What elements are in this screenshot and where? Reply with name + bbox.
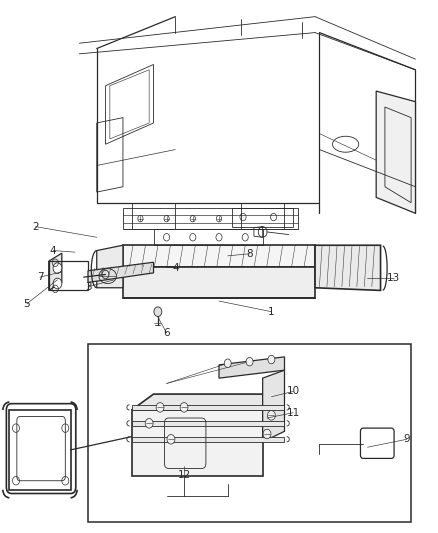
Polygon shape — [132, 421, 285, 426]
Circle shape — [167, 434, 175, 444]
Circle shape — [53, 278, 62, 289]
Circle shape — [145, 418, 153, 428]
Polygon shape — [97, 245, 123, 288]
Circle shape — [154, 307, 162, 317]
Polygon shape — [123, 266, 315, 298]
Text: 3: 3 — [85, 282, 92, 292]
Text: 4: 4 — [172, 263, 179, 273]
Text: 1: 1 — [268, 306, 275, 317]
Polygon shape — [132, 394, 285, 410]
Text: 13: 13 — [387, 273, 400, 283]
Polygon shape — [219, 357, 285, 378]
Polygon shape — [88, 262, 153, 282]
Polygon shape — [315, 245, 381, 290]
Circle shape — [53, 263, 62, 273]
Text: 7: 7 — [37, 272, 43, 282]
Circle shape — [263, 429, 271, 439]
Text: 8: 8 — [246, 249, 253, 259]
Polygon shape — [132, 405, 285, 410]
Circle shape — [268, 410, 276, 420]
Text: 11: 11 — [286, 408, 300, 418]
Text: 6: 6 — [163, 328, 170, 338]
Polygon shape — [263, 370, 285, 442]
Polygon shape — [49, 253, 62, 290]
Polygon shape — [376, 91, 416, 213]
Text: 10: 10 — [286, 386, 300, 397]
Text: 2: 2 — [32, 222, 39, 232]
Polygon shape — [132, 410, 263, 477]
Text: 4: 4 — [50, 246, 57, 255]
Text: 5: 5 — [24, 298, 30, 309]
Circle shape — [224, 359, 231, 368]
Text: 9: 9 — [403, 434, 410, 445]
Circle shape — [268, 356, 275, 364]
Polygon shape — [132, 437, 285, 442]
Polygon shape — [123, 245, 315, 266]
Circle shape — [156, 402, 164, 412]
Circle shape — [246, 358, 253, 366]
Circle shape — [180, 402, 188, 412]
Text: 12: 12 — [177, 470, 191, 480]
